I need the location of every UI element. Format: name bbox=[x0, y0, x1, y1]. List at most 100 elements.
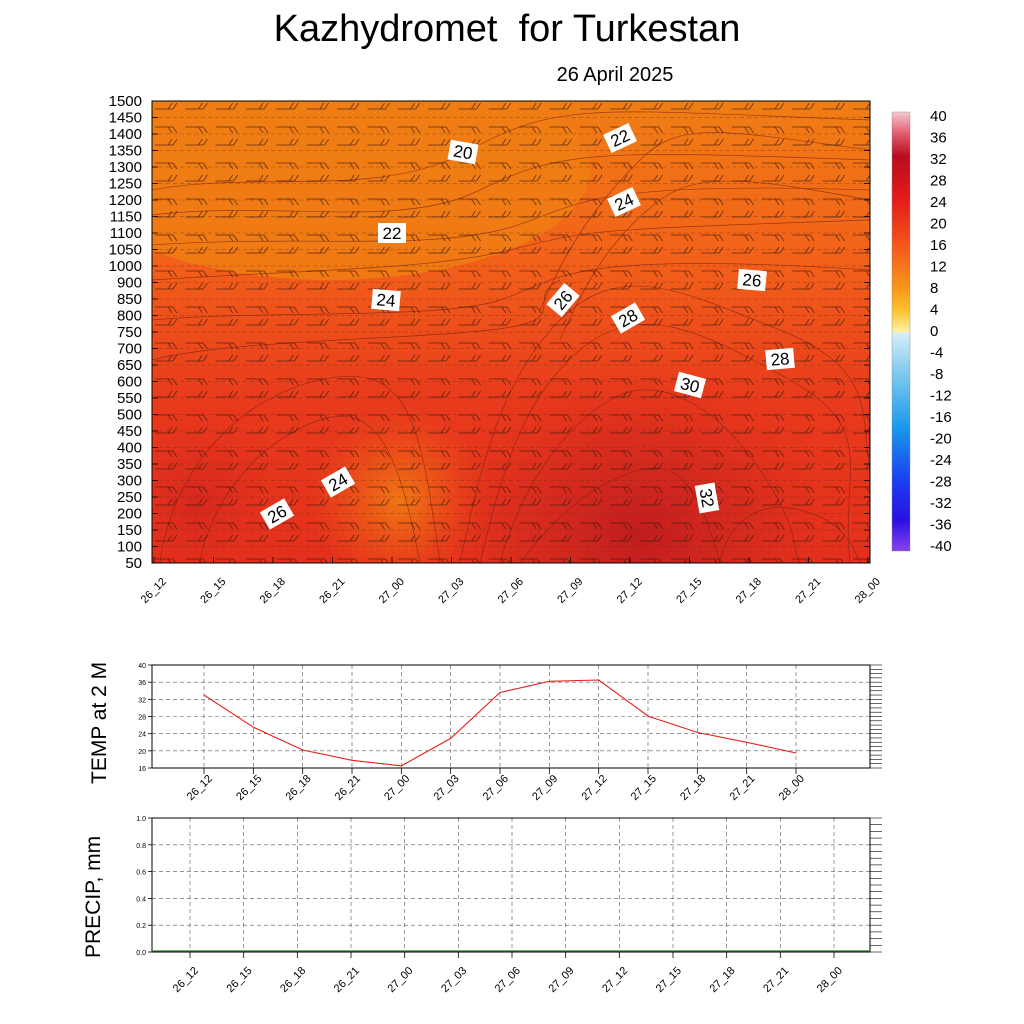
wind-barb bbox=[822, 522, 845, 530]
wind-barb bbox=[155, 378, 178, 386]
wind-barb bbox=[761, 174, 785, 182]
contour-label-text: 26 bbox=[742, 270, 763, 291]
heatmap-y-tick-label: 1000 bbox=[109, 258, 142, 275]
wind-barb bbox=[397, 498, 421, 506]
wind-barb bbox=[670, 126, 694, 134]
wind-barb bbox=[792, 246, 815, 254]
x-tick-label: 27_12 bbox=[579, 773, 609, 803]
wind-barb bbox=[792, 174, 815, 182]
wind-barb bbox=[822, 486, 845, 494]
colorbar-tick-label: -40 bbox=[930, 538, 952, 555]
wind-barb bbox=[306, 174, 330, 182]
wind-barb bbox=[822, 246, 845, 254]
wind-barb bbox=[367, 486, 390, 494]
wind-barb bbox=[458, 342, 481, 350]
wind-barb bbox=[306, 162, 330, 170]
wind-barb bbox=[306, 378, 330, 386]
contour-line bbox=[559, 180, 870, 341]
wind-barb bbox=[670, 342, 694, 350]
wind-barb bbox=[215, 318, 238, 326]
wind-barb bbox=[428, 246, 451, 254]
wind-barb bbox=[549, 498, 572, 506]
wind-barb bbox=[215, 486, 238, 494]
wind-barb bbox=[519, 318, 542, 326]
wind-barb bbox=[488, 138, 512, 146]
wind-barb bbox=[731, 414, 754, 422]
wind-barb bbox=[215, 558, 237, 563]
contour-label-bg bbox=[603, 123, 637, 153]
wind-barb bbox=[822, 282, 845, 290]
wind-barb bbox=[185, 414, 208, 422]
wind-barb bbox=[731, 138, 754, 146]
wind-barb bbox=[853, 354, 870, 362]
wind-barb bbox=[155, 246, 178, 254]
wind-barb bbox=[185, 306, 208, 314]
wind-barb bbox=[337, 342, 360, 350]
wind-barbs bbox=[155, 102, 870, 563]
heatmap-y-tick-label: 100 bbox=[117, 539, 142, 556]
heatmap-x-tick-label: 26_15 bbox=[198, 576, 228, 606]
wind-barb bbox=[731, 102, 754, 110]
heatmap-gridlines bbox=[152, 117, 870, 547]
wind-barb bbox=[579, 378, 603, 386]
heatmap-y-tick-label: 700 bbox=[117, 341, 142, 358]
wind-barb bbox=[670, 354, 694, 362]
wind-barb bbox=[306, 102, 330, 110]
wind-barb bbox=[701, 246, 724, 254]
wind-barb bbox=[731, 378, 754, 386]
wind-barb bbox=[792, 234, 815, 242]
wind-barb bbox=[337, 426, 360, 434]
wind-barb bbox=[488, 342, 512, 350]
wind-barb bbox=[276, 102, 299, 110]
y-tick-label: 0.0 bbox=[136, 950, 146, 957]
wind-barb bbox=[215, 426, 238, 434]
wind-barb bbox=[397, 246, 421, 254]
wind-barb bbox=[731, 534, 754, 542]
wind-barb bbox=[488, 318, 512, 326]
wind-barb bbox=[519, 450, 542, 458]
contour-label: 22 bbox=[378, 223, 406, 243]
wind-barb bbox=[428, 126, 451, 134]
wind-barb bbox=[670, 534, 694, 542]
wind-barb bbox=[246, 174, 269, 182]
wind-barb bbox=[519, 210, 542, 218]
wind-barb bbox=[822, 450, 845, 458]
heatmap-x-tick-label: 27_18 bbox=[734, 576, 764, 606]
heatmap-y-axis: 1500145014001350130012501200115011001050… bbox=[109, 93, 870, 572]
heatmap-x-tick-label: 26_12 bbox=[139, 576, 169, 606]
wind-barb bbox=[337, 558, 359, 563]
wind-barb bbox=[761, 534, 785, 542]
wind-barb bbox=[519, 522, 542, 530]
wind-barb bbox=[306, 246, 330, 254]
wind-barb bbox=[731, 450, 754, 458]
wind-barb bbox=[579, 126, 603, 134]
wind-barb bbox=[155, 354, 178, 362]
wind-barb bbox=[822, 234, 845, 242]
wind-barb bbox=[822, 354, 845, 362]
wind-barb bbox=[488, 102, 512, 110]
wind-barb bbox=[488, 534, 512, 542]
wind-barb bbox=[610, 486, 633, 494]
wind-barb bbox=[519, 558, 541, 563]
wind-barb bbox=[822, 174, 845, 182]
wind-barb bbox=[640, 162, 663, 170]
wind-barb bbox=[853, 522, 870, 530]
wind-barb bbox=[458, 486, 481, 494]
wind-barb bbox=[731, 390, 754, 398]
wind-barb bbox=[458, 234, 481, 242]
wind-barb bbox=[185, 486, 208, 494]
wind-barb bbox=[367, 126, 390, 134]
wind-barb bbox=[276, 234, 299, 242]
upper-cool-band bbox=[152, 101, 590, 280]
wind-barb bbox=[579, 246, 603, 254]
wind-barb bbox=[246, 354, 269, 362]
wind-barb bbox=[155, 234, 178, 242]
wind-barb bbox=[185, 342, 208, 350]
wind-barb bbox=[579, 426, 603, 434]
wind-barb bbox=[670, 174, 694, 182]
wind-barb bbox=[761, 138, 785, 146]
wind-barb bbox=[397, 210, 421, 218]
contour-line bbox=[719, 507, 861, 563]
wind-barb bbox=[670, 498, 694, 506]
wind-barb bbox=[246, 126, 269, 134]
